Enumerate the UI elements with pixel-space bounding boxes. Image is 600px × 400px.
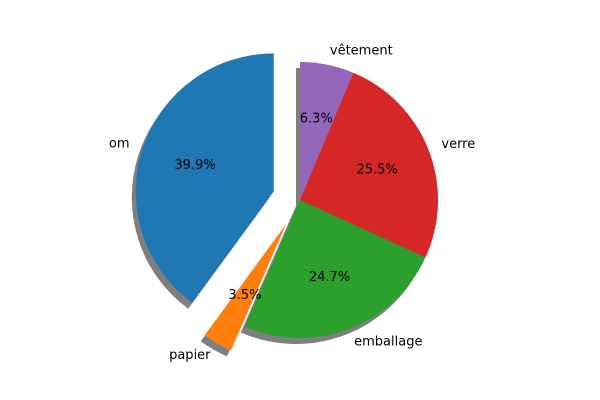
pie-slice-om [135, 53, 274, 303]
percent-label-om: 39.9% [174, 158, 215, 173]
percent-label-emballage: 24.7% [309, 270, 350, 285]
percent-label-papier: 3.5% [228, 288, 261, 303]
pie-slice-emballage [244, 200, 426, 338]
percent-label-verre: 25.5% [356, 162, 397, 177]
slice-label-papier: papier [169, 348, 211, 363]
pie-slice-verre [300, 72, 439, 258]
pie-label-layer: 39.9% om 3.5% papier 24.7% emballage 25.5% verr… [109, 44, 475, 363]
percent-label-vetement: 6.3% [300, 111, 333, 126]
slice-label-emballage: emballage [354, 334, 422, 349]
pie-slice-vetement [300, 62, 354, 200]
pie-slice-layer [135, 53, 439, 351]
slice-label-om: om [109, 137, 130, 152]
pie-slice-papier [204, 223, 287, 351]
slice-label-verre: verre [441, 137, 475, 152]
slice-label-vetement: vêtement [330, 44, 393, 59]
